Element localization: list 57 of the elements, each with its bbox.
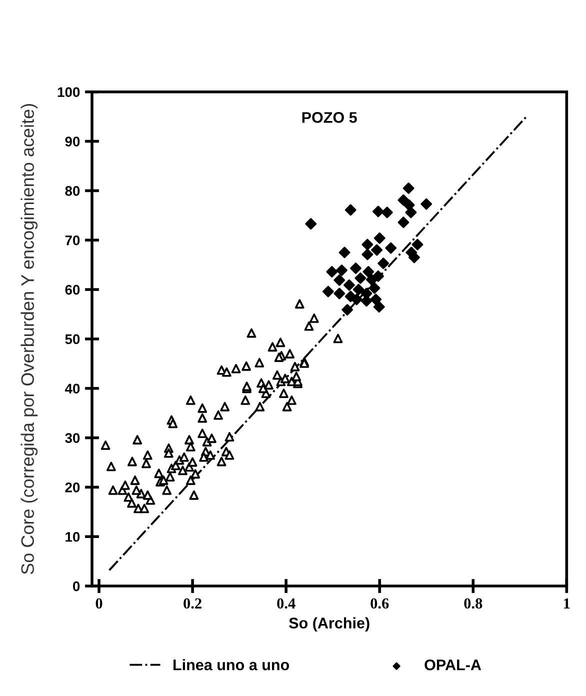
y-tick-label: 0 bbox=[73, 581, 80, 592]
point bbox=[378, 258, 390, 270]
y-tick-label: 70 bbox=[65, 235, 80, 246]
y-axis-title: So Core (corregida por Overburden Y encogimiento aceite) bbox=[20, 104, 38, 574]
point bbox=[366, 274, 378, 286]
point bbox=[420, 198, 432, 210]
x-axis-title: So (Archie) bbox=[289, 617, 370, 632]
point bbox=[352, 284, 364, 296]
y-tick-label: 10 bbox=[66, 532, 80, 542]
point bbox=[403, 199, 415, 211]
x-tick-label: 0.6 bbox=[370, 598, 389, 609]
point bbox=[385, 242, 397, 254]
point bbox=[373, 301, 385, 313]
point bbox=[362, 248, 374, 260]
point bbox=[334, 288, 346, 300]
x-tick-label: 0.2 bbox=[184, 598, 202, 609]
point bbox=[372, 270, 384, 282]
point bbox=[405, 206, 417, 218]
x-tick-label: 0.8 bbox=[464, 598, 482, 609]
point bbox=[371, 244, 383, 256]
x-tick-label: 0.4 bbox=[277, 598, 296, 609]
y-tick-label: 80 bbox=[65, 186, 80, 196]
point bbox=[342, 304, 354, 316]
point bbox=[338, 246, 350, 258]
y-tick-label: 30 bbox=[65, 433, 80, 443]
y-tick-label: 90 bbox=[65, 136, 80, 146]
point bbox=[374, 232, 386, 244]
point bbox=[305, 218, 317, 230]
point bbox=[412, 238, 424, 250]
y-tick-label: 100 bbox=[58, 87, 80, 98]
y-tick-label: 40 bbox=[64, 384, 80, 394]
point bbox=[350, 262, 362, 274]
point bbox=[381, 206, 393, 218]
point bbox=[368, 282, 380, 294]
legend-label: OPAL-A bbox=[424, 659, 482, 670]
y-tick-label: 20 bbox=[65, 482, 80, 492]
point bbox=[370, 294, 382, 306]
x-tick-label: 0 bbox=[96, 598, 102, 609]
text: POZO 5 bbox=[302, 112, 357, 123]
point bbox=[326, 266, 338, 278]
point bbox=[354, 272, 366, 284]
point bbox=[343, 279, 355, 291]
y-tick-label: 60 bbox=[65, 284, 80, 295]
point bbox=[372, 206, 384, 218]
point bbox=[402, 182, 414, 194]
point bbox=[344, 204, 356, 216]
point bbox=[334, 274, 346, 286]
point bbox=[398, 194, 410, 206]
point bbox=[362, 238, 374, 250]
legend-label: Linea uno a uno bbox=[174, 659, 290, 670]
point bbox=[322, 286, 334, 298]
point bbox=[350, 294, 362, 306]
point bbox=[398, 216, 410, 228]
point bbox=[336, 264, 348, 276]
x-tick-label: 1 bbox=[564, 598, 570, 608]
point bbox=[362, 266, 374, 278]
y-tick-label: 50 bbox=[65, 334, 80, 344]
